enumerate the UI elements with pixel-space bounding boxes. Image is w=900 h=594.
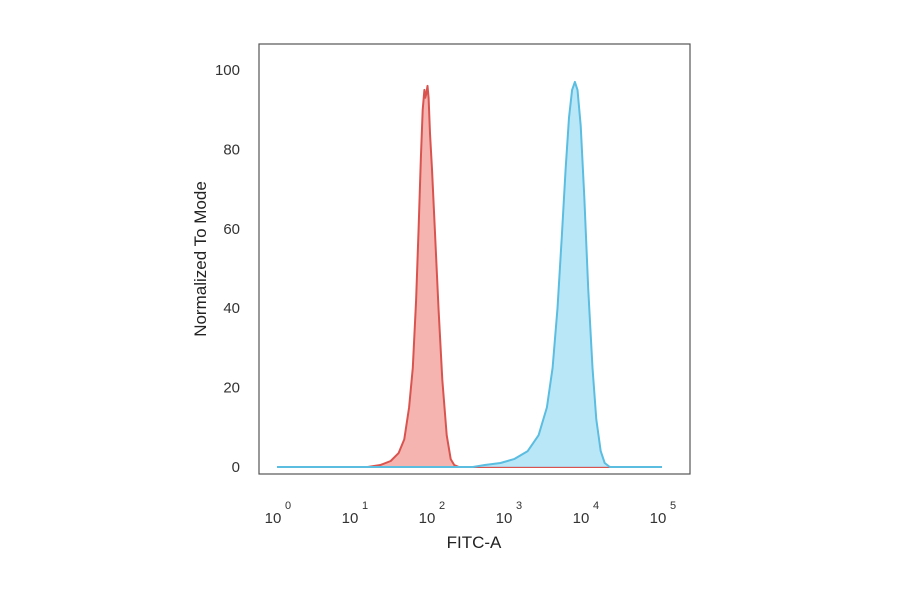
y-tick-label: 20 [223, 380, 240, 397]
y-tick-label: 80 [223, 141, 240, 158]
x-tick-base: 10 [342, 510, 359, 527]
y-tick-label: 0 [232, 459, 240, 476]
x-tick-label: 102 [419, 500, 445, 527]
x-tick-label: 104 [573, 500, 599, 527]
histogram-line-1 [277, 80, 662, 468]
x-tick-exponent: 1 [362, 500, 368, 512]
y-tick-labels: 0 20 40 60 80 100 [215, 62, 240, 476]
y-tick-label: 100 [215, 62, 240, 79]
x-tick-base: 10 [650, 510, 667, 527]
y-axis-title: Normalized To Mode [191, 181, 210, 337]
x-tick-exponent: 0 [285, 500, 291, 512]
x-tick-exponent: 3 [516, 500, 522, 512]
x-tick-base: 10 [265, 510, 282, 527]
x-tick-label: 105 [650, 500, 676, 527]
x-tick-exponent: 5 [670, 500, 676, 512]
histogram-line-0 [277, 84, 662, 468]
plot-frame [258, 43, 691, 475]
x-tick-label: 103 [496, 500, 522, 527]
x-tick-exponent: 2 [439, 500, 445, 512]
x-tick-base: 10 [419, 510, 436, 527]
x-tick-label: 100 [265, 500, 291, 527]
x-tick-base: 10 [496, 510, 513, 527]
y-tick-label: 40 [223, 300, 240, 317]
series-layer [277, 80, 662, 468]
x-tick-exponent: 4 [593, 500, 599, 512]
x-axis-title: FITC-A [447, 533, 502, 552]
x-tick-base: 10 [573, 510, 590, 527]
x-tick-label: 101 [342, 500, 368, 527]
y-tick-label: 60 [223, 221, 240, 238]
